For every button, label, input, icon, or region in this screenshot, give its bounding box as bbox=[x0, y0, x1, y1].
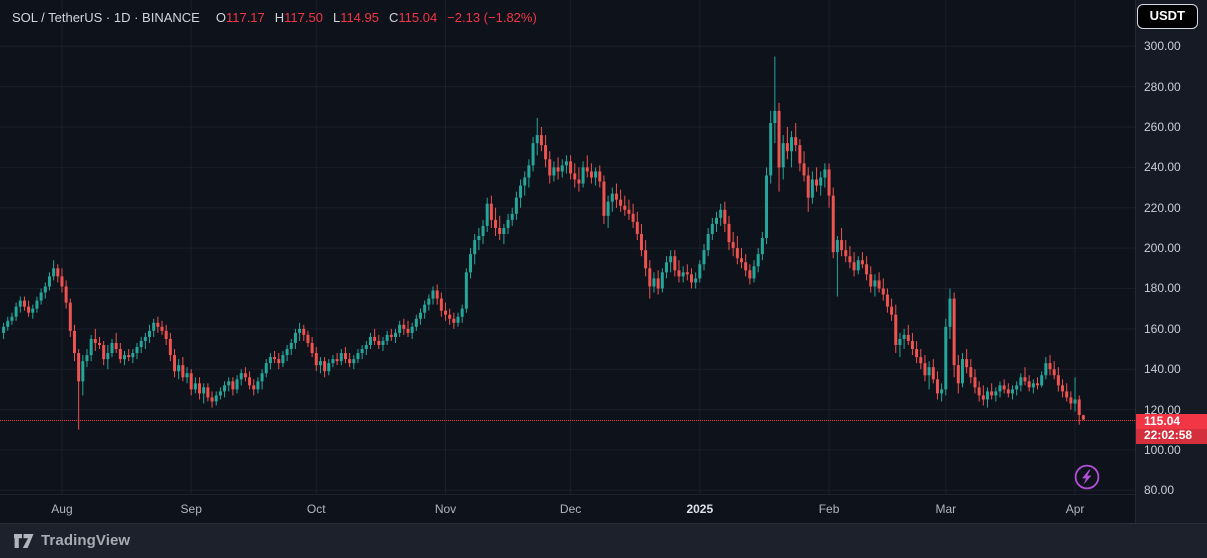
time-axis-label: Mar bbox=[935, 502, 957, 516]
chart-plot-area[interactable] bbox=[0, 0, 1135, 523]
price-axis-label: 240.00 bbox=[1144, 160, 1181, 175]
high-value: H117.50 bbox=[274, 9, 323, 25]
current-price-label: 115.04 22:02:58 bbox=[1136, 414, 1207, 444]
price-axis-label: 300.00 bbox=[1144, 39, 1181, 54]
price-axis-label: 280.00 bbox=[1144, 79, 1181, 94]
flash-button[interactable] bbox=[1073, 463, 1101, 491]
price-axis-label: 160.00 bbox=[1144, 321, 1181, 336]
time-axis-label: 2025 bbox=[686, 502, 714, 516]
close-value: C115.04 bbox=[388, 9, 438, 25]
price-axis-label: 80.00 bbox=[1144, 483, 1175, 498]
time-axis-label: Feb bbox=[818, 502, 840, 516]
currency-toggle-button[interactable]: USDT bbox=[1136, 4, 1198, 29]
symbol-header: SOL / TetherUS · 1D · BINANCE O117.17 H1… bbox=[12, 8, 537, 26]
ohlc-readout: O117.17 H117.50 L114.95 C115.04 −2.13 (−… bbox=[216, 10, 537, 25]
price-axis-label: 260.00 bbox=[1144, 120, 1181, 135]
time-axis-label: Apr bbox=[1065, 502, 1085, 516]
tradingview-logo-icon bbox=[14, 533, 34, 548]
current-price-value: 115.04 bbox=[1144, 414, 1181, 428]
time-axis-label: Sep bbox=[180, 502, 202, 516]
price-axis[interactable]: 115.04 22:02:58 300.00 280.00 260.00 240.00… bbox=[1135, 0, 1207, 523]
price-axis-label: 100.00 bbox=[1144, 442, 1181, 457]
time-axis-label: Dec bbox=[559, 502, 582, 516]
price-axis-label: 140.00 bbox=[1144, 362, 1181, 377]
tradingview-logo-text: TradingView bbox=[41, 532, 131, 549]
change-value: −2.13 (−1.82%) bbox=[447, 9, 537, 25]
current-price-line bbox=[0, 420, 1135, 421]
time-axis-label: Oct bbox=[306, 502, 326, 516]
tradingview-logo[interactable]: TradingView bbox=[13, 532, 130, 549]
time-axis-label: Nov bbox=[434, 502, 457, 516]
symbol-title[interactable]: SOL / TetherUS · 1D · BINANCE bbox=[12, 9, 200, 25]
lightning-bolt-icon bbox=[1074, 464, 1100, 490]
price-axis-label: 200.00 bbox=[1144, 241, 1181, 256]
bar-close-countdown: 22:02:58 bbox=[1136, 429, 1207, 444]
open-value: O117.17 bbox=[215, 9, 265, 25]
candlestick-chart bbox=[0, 0, 1135, 494]
time-axis[interactable]: Aug Sep Oct Nov Dec 2025 Feb Mar Apr bbox=[0, 494, 1135, 524]
low-value: L114.95 bbox=[332, 9, 379, 25]
price-axis-label: 220.00 bbox=[1144, 200, 1181, 215]
price-axis-label: 180.00 bbox=[1144, 281, 1181, 296]
time-axis-label: Aug bbox=[51, 502, 73, 516]
footer-bar: TradingView bbox=[0, 523, 1207, 558]
price-axis-label: 120.00 bbox=[1144, 402, 1181, 417]
